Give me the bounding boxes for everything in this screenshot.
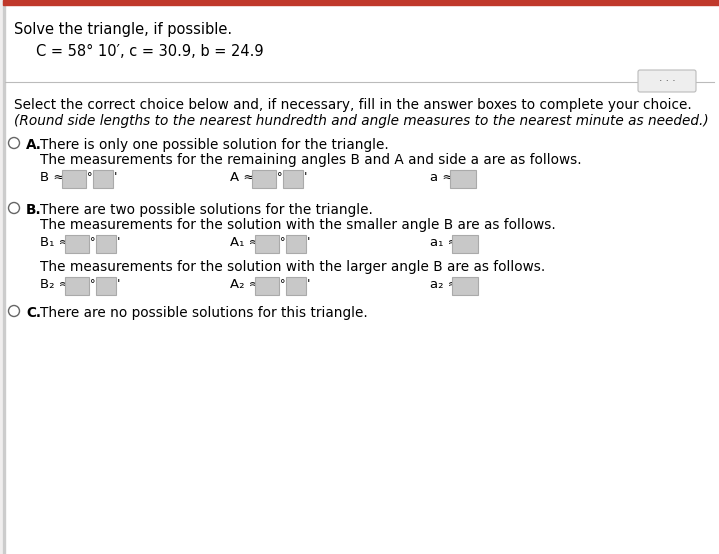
- Bar: [255, 277, 279, 295]
- Text: B₂ ≈: B₂ ≈: [40, 278, 70, 291]
- Bar: [3, 0, 5, 554]
- Text: B ≈: B ≈: [40, 171, 65, 184]
- Text: °: °: [277, 172, 283, 182]
- Text: The measurements for the remaining angles B and A and side a are as follows.: The measurements for the remaining angle…: [40, 153, 582, 167]
- Bar: [96, 277, 116, 295]
- Text: A ≈: A ≈: [230, 171, 255, 184]
- Bar: [255, 235, 279, 253]
- Text: ': ': [304, 171, 308, 184]
- Text: Solve the triangle, if possible.: Solve the triangle, if possible.: [14, 22, 232, 37]
- Text: °: °: [280, 279, 285, 289]
- Text: (Round side lengths to the nearest hundredth and angle measures to the nearest m: (Round side lengths to the nearest hundr…: [14, 114, 709, 128]
- Bar: [452, 277, 478, 295]
- Text: The measurements for the solution with the larger angle B are as follows.: The measurements for the solution with t…: [40, 260, 545, 274]
- Text: a ≈: a ≈: [430, 171, 454, 184]
- Text: There are no possible solutions for this triangle.: There are no possible solutions for this…: [40, 306, 367, 320]
- Text: a₁ ≈: a₁ ≈: [430, 236, 459, 249]
- Bar: [93, 170, 113, 188]
- FancyBboxPatch shape: [638, 70, 696, 92]
- Text: ': ': [307, 278, 311, 291]
- Text: B₁ ≈: B₁ ≈: [40, 236, 70, 249]
- Bar: [3, 0, 719, 5]
- Bar: [65, 277, 89, 295]
- Text: °: °: [90, 237, 96, 247]
- Bar: [286, 277, 306, 295]
- Text: a₂ ≈: a₂ ≈: [430, 278, 459, 291]
- Bar: [65, 235, 89, 253]
- Bar: [286, 235, 306, 253]
- Bar: [96, 235, 116, 253]
- Text: Select the correct choice below and, if necessary, fill in the answer boxes to c: Select the correct choice below and, if …: [14, 98, 692, 112]
- Text: There is only one possible solution for the triangle.: There is only one possible solution for …: [40, 138, 389, 152]
- Text: °: °: [280, 237, 285, 247]
- Text: ': ': [117, 236, 121, 249]
- Bar: [252, 170, 276, 188]
- Bar: [452, 235, 478, 253]
- Bar: [62, 170, 86, 188]
- Text: °: °: [90, 279, 96, 289]
- Text: A₁ ≈: A₁ ≈: [230, 236, 260, 249]
- Text: · · ·: · · ·: [659, 76, 675, 86]
- Text: The measurements for the solution with the smaller angle B are as follows.: The measurements for the solution with t…: [40, 218, 556, 232]
- Text: C.: C.: [26, 306, 41, 320]
- Bar: [283, 170, 303, 188]
- Text: ': ': [114, 171, 117, 184]
- Text: A₂ ≈: A₂ ≈: [230, 278, 260, 291]
- Text: B.: B.: [26, 203, 42, 217]
- Text: ': ': [117, 278, 121, 291]
- Text: There are two possible solutions for the triangle.: There are two possible solutions for the…: [40, 203, 373, 217]
- Text: A.: A.: [26, 138, 42, 152]
- Bar: [450, 170, 476, 188]
- Text: ': ': [307, 236, 311, 249]
- Text: C = 58° 10′, c = 30.9, b = 24.9: C = 58° 10′, c = 30.9, b = 24.9: [36, 44, 264, 59]
- Text: °: °: [87, 172, 93, 182]
